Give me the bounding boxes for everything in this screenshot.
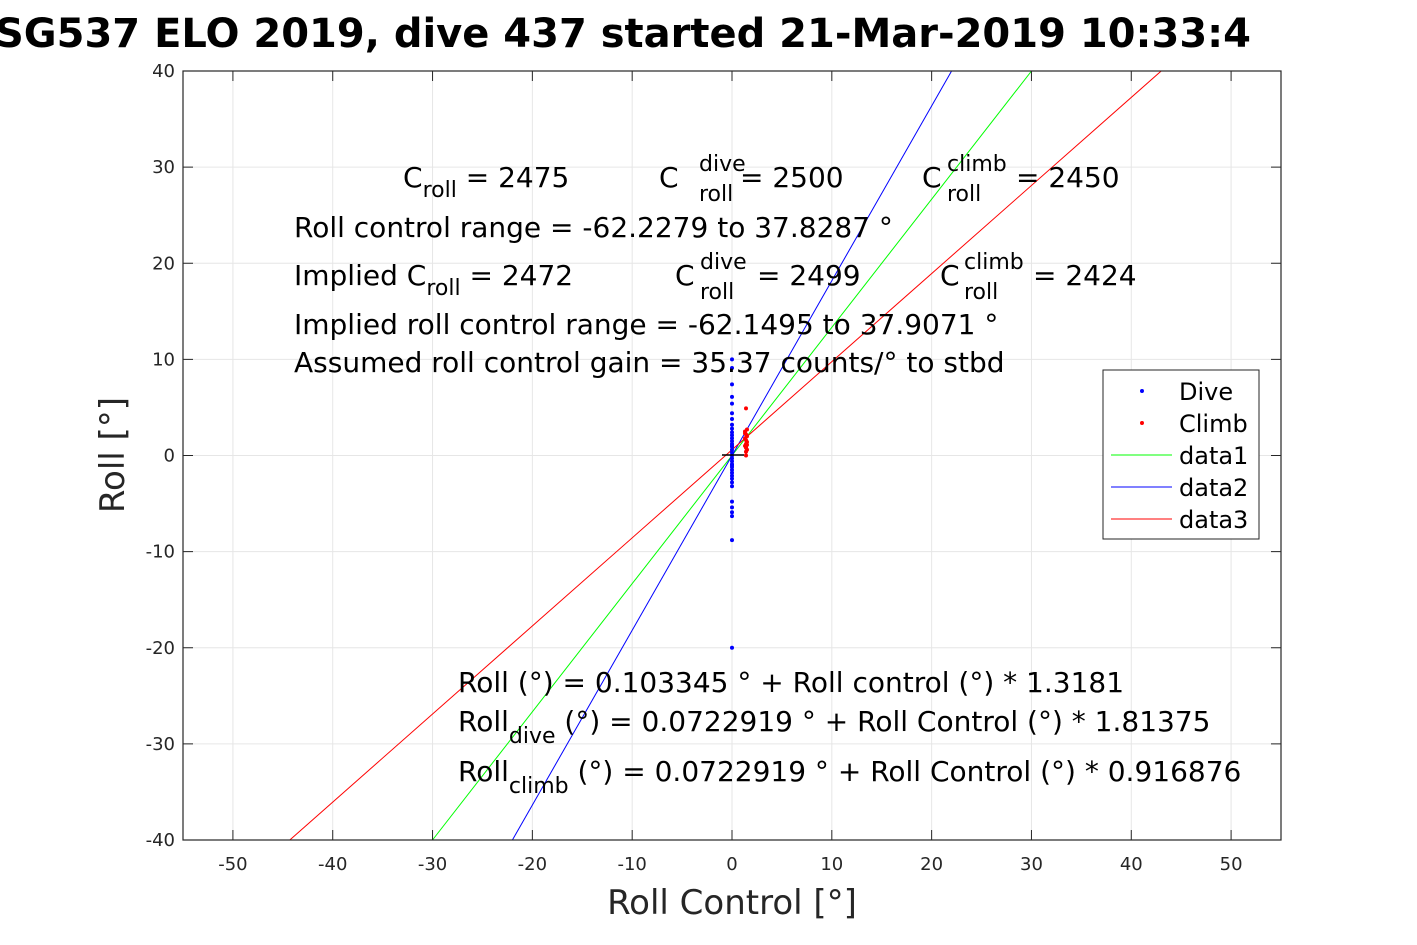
svg-text:= 2500: = 2500 xyxy=(740,161,844,194)
svg-text:= 2424: = 2424 xyxy=(1033,259,1137,292)
point-dive xyxy=(730,538,734,543)
point-dive xyxy=(730,382,734,387)
point-climb xyxy=(744,453,748,458)
point-dive xyxy=(730,401,734,406)
point-dive xyxy=(730,411,734,416)
point-dive xyxy=(730,417,734,421)
legend-marker-climb xyxy=(1140,421,1144,425)
x-tick-label: -20 xyxy=(518,854,547,875)
y-tick-label: 0 xyxy=(164,446,175,467)
svg-text:Croll = 2475: Croll = 2475 xyxy=(403,161,569,203)
point-climb xyxy=(744,444,748,449)
point-dive xyxy=(730,456,734,461)
svg-text:C: C xyxy=(659,161,679,194)
svg-text:= 2499: = 2499 xyxy=(757,259,861,292)
point-dive xyxy=(730,450,734,455)
point-dive xyxy=(730,473,734,478)
x-tick-label: 50 xyxy=(1220,854,1243,875)
x-tick-label: 30 xyxy=(1020,854,1043,875)
svg-text:roll: roll xyxy=(700,280,734,305)
legend-label-data1: data1 xyxy=(1179,442,1248,470)
svg-text:climb: climb xyxy=(947,152,1007,177)
svg-text:dive: dive xyxy=(700,250,747,275)
legend-label-data3: data3 xyxy=(1179,506,1248,534)
axis-ticks: -50 -40 -30 -20 -10 0 10 20 30 40 50 -40 -30 -20 -10 0 1… xyxy=(146,61,1281,875)
y-tick-label: 30 xyxy=(152,157,175,178)
y-tick-label: 20 xyxy=(152,253,175,274)
y-tick-label: 10 xyxy=(152,349,175,370)
annotation-c-roll-values: Croll = 2475 C dive roll = 2500 C climb … xyxy=(403,152,1120,207)
equation-roll-climb: Rollclimb (°) = 0.0722919 ° + Roll Contr… xyxy=(458,755,1241,799)
legend-label-data2: data2 xyxy=(1179,474,1248,502)
point-dive xyxy=(730,426,734,431)
y-tick-label: -10 xyxy=(146,542,175,563)
point-dive xyxy=(730,439,734,444)
y-tick-label: -40 xyxy=(146,830,175,851)
annotation-implied-c-roll: Implied Croll = 2472 C dive roll = 2499 … xyxy=(294,250,1137,305)
point-dive xyxy=(730,394,734,399)
svg-text:= 2450: = 2450 xyxy=(1016,161,1120,194)
point-dive xyxy=(730,476,734,481)
point-dive xyxy=(730,366,734,370)
svg-text:C: C xyxy=(940,259,960,292)
point-dive xyxy=(730,505,734,510)
svg-text:climb: climb xyxy=(964,250,1024,275)
point-dive xyxy=(730,433,734,438)
svg-text:roll: roll xyxy=(947,182,981,207)
point-dive xyxy=(730,447,734,452)
svg-text:roll: roll xyxy=(964,280,998,305)
svg-text:dive: dive xyxy=(699,152,746,177)
y-tick-label: -20 xyxy=(146,638,175,659)
y-tick-label: -30 xyxy=(146,734,175,755)
legend-marker-dive xyxy=(1140,389,1144,393)
x-tick-label: 0 xyxy=(726,854,737,875)
point-dive xyxy=(730,467,734,472)
c-roll-label: C xyxy=(403,161,423,194)
point-dive xyxy=(730,514,734,519)
legend-label-dive: Dive xyxy=(1179,378,1233,406)
x-tick-label: -10 xyxy=(617,854,646,875)
svg-text:roll: roll xyxy=(699,182,733,207)
point-climb xyxy=(743,431,747,436)
legend: Dive Climb data1 data2 data3 xyxy=(1102,369,1260,540)
equation-roll-dive: Rolldive (°) = 0.0722919 ° + Roll Contro… xyxy=(458,705,1210,749)
point-dive xyxy=(730,459,734,464)
point-dive xyxy=(730,430,734,435)
y-tick-label: 40 xyxy=(152,61,175,82)
x-tick-label: -50 xyxy=(218,854,247,875)
point-dive xyxy=(730,422,734,427)
x-tick-label: 20 xyxy=(920,854,943,875)
x-axis-label: Roll Control [°] xyxy=(607,883,857,923)
point-dive xyxy=(730,499,734,504)
point-dive xyxy=(730,470,734,475)
point-climb xyxy=(744,449,748,454)
chart-title: SG537 ELO 2019, dive 437 started 21-Mar-… xyxy=(0,11,1251,57)
plot-points xyxy=(730,357,749,650)
x-tick-label: -30 xyxy=(418,854,447,875)
x-tick-label: -40 xyxy=(318,854,347,875)
point-dive xyxy=(730,357,734,362)
x-tick-label: 10 xyxy=(820,854,843,875)
point-dive xyxy=(730,436,734,441)
point-dive xyxy=(730,645,734,650)
annotation-control-gain: Assumed roll control gain = 35.37 counts… xyxy=(294,346,1005,379)
svg-text:C: C xyxy=(922,161,942,194)
point-dive xyxy=(730,463,734,468)
point-dive xyxy=(730,484,734,489)
svg-text:Implied Croll = 2472: Implied Croll = 2472 xyxy=(294,259,573,301)
point-climb xyxy=(744,406,748,411)
annotation-roll-control-range: Roll control range = -62.2279 to 37.8287… xyxy=(294,211,893,244)
legend-label-climb: Climb xyxy=(1179,410,1248,438)
point-dive xyxy=(730,480,734,485)
equation-roll: Roll (°) = 0.103345 ° + Roll control (°)… xyxy=(458,666,1124,699)
svg-text:C: C xyxy=(675,259,695,292)
annotation-implied-range: Implied roll control range = -62.1495 to… xyxy=(294,308,998,341)
point-dive xyxy=(730,510,734,515)
y-axis-label: Roll [°] xyxy=(93,397,133,513)
x-tick-label: 40 xyxy=(1120,854,1143,875)
point-dive xyxy=(730,443,734,448)
